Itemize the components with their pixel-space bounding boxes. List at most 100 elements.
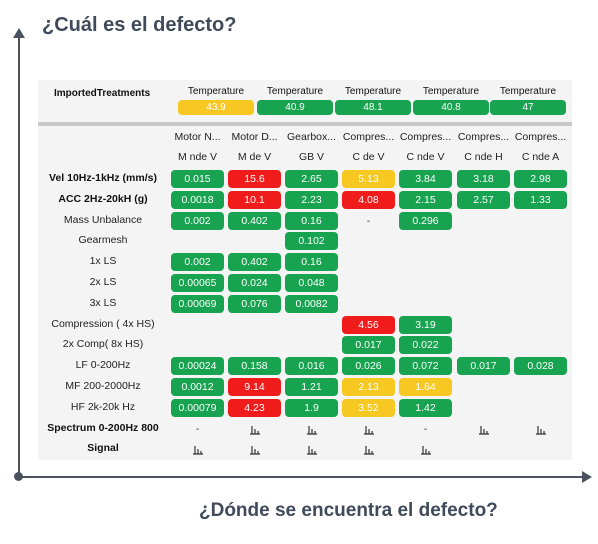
value-cell[interactable]: 1.64 — [399, 378, 452, 396]
value-cell[interactable]: 0.00069 — [171, 294, 224, 313]
spectrum-icon[interactable] — [285, 440, 338, 458]
temperature-label: Temperature — [422, 86, 480, 97]
value-cell[interactable]: 0.296 — [399, 211, 452, 230]
column-header-location[interactable]: C nde H — [464, 151, 503, 163]
value-cell[interactable]: 0.0018 — [171, 190, 224, 209]
value-cell[interactable]: 0.048 — [285, 274, 338, 292]
value-cell[interactable]: 0.022 — [399, 336, 452, 355]
value-cell[interactable]: 2.65 — [285, 170, 338, 188]
value-cell[interactable]: 0.072 — [399, 357, 452, 376]
y-axis-arrow — [13, 28, 25, 38]
value-cell[interactable]: 2.98 — [514, 170, 567, 188]
column-header-location[interactable]: C nde V — [406, 151, 445, 163]
value-cell[interactable]: 4.08 — [342, 190, 395, 209]
temperature-value-badge[interactable]: 40.8 — [413, 100, 489, 115]
temperature-label: Temperature — [499, 86, 557, 97]
row-label: Vel 10Hz-1kHz (mm/s) — [49, 172, 157, 184]
row-label: 2x LS — [89, 276, 117, 288]
value-cell[interactable]: 1.33 — [514, 190, 567, 209]
value-cell[interactable]: 0.076 — [228, 294, 281, 313]
value-cell[interactable]: 9.14 — [228, 378, 281, 396]
value-cell[interactable]: 3.52 — [342, 398, 395, 417]
value-cell[interactable]: 0.0082 — [285, 294, 338, 313]
column-header-asset[interactable]: Compres... — [342, 131, 395, 143]
value-cell[interactable]: 0.00079 — [171, 398, 224, 417]
spectrum-icon[interactable] — [399, 440, 452, 458]
temperature-label: Temperature — [344, 86, 402, 97]
column-header-location[interactable]: M nde V — [177, 151, 218, 163]
value-cell[interactable]: 0.00065 — [171, 274, 224, 292]
question-what-defect: ¿Cuál es el defecto? — [42, 14, 237, 36]
spectrum-icon[interactable] — [342, 440, 395, 458]
column-header-asset[interactable]: Compres... — [514, 131, 567, 143]
temperature-value-badge[interactable]: 48.1 — [335, 100, 411, 115]
value-cell[interactable]: 0.402 — [228, 253, 281, 272]
spectrum-icon[interactable] — [514, 420, 567, 438]
spectrum-icon[interactable] — [457, 420, 510, 438]
spectrum-icon[interactable] — [171, 440, 224, 458]
value-cell[interactable]: 10.1 — [228, 190, 281, 209]
row-label: Compression ( 4x HS) — [51, 317, 155, 330]
value-cell[interactable]: 0.402 — [228, 211, 281, 230]
value-cell[interactable]: 0.017 — [342, 336, 395, 355]
column-header-asset[interactable]: Motor D... — [231, 131, 278, 143]
value-cell[interactable]: 1.9 — [285, 398, 338, 417]
row-label: Spectrum 0-200Hz 800 — [47, 421, 159, 434]
value-cell[interactable]: 0.16 — [285, 211, 338, 230]
value-cell[interactable]: 2.57 — [457, 190, 510, 209]
value-cell[interactable]: 3.84 — [399, 170, 452, 188]
value-cell[interactable]: 0.002 — [171, 253, 224, 272]
value-cell[interactable]: 0.024 — [228, 274, 281, 292]
value-cell[interactable]: 1.21 — [285, 378, 338, 396]
value-cell[interactable]: 4.56 — [342, 315, 395, 334]
value-cell[interactable]: 0.015 — [171, 170, 224, 188]
value-cell[interactable]: 0.016 — [285, 357, 338, 376]
value-cell[interactable]: 0.16 — [285, 253, 338, 272]
value-cell[interactable]: 0.158 — [228, 357, 281, 376]
value-cell[interactable]: 3.19 — [399, 315, 452, 334]
spectrum-icon[interactable] — [228, 420, 281, 438]
value-cell[interactable]: 15.6 — [228, 170, 281, 188]
empty-value: - — [423, 422, 428, 435]
column-header-asset[interactable]: Gearbox... — [286, 131, 337, 143]
column-header-location[interactable]: GB V — [298, 151, 325, 163]
value-cell[interactable]: 0.017 — [457, 357, 510, 376]
row-label: LF 0-200Hz — [75, 359, 131, 372]
temperature-value-badge[interactable]: 47 — [490, 100, 566, 115]
spectrum-icon[interactable] — [285, 420, 338, 438]
row-label: 2x Comp( 8x HS) — [62, 338, 144, 351]
value-cell[interactable]: 2.13 — [342, 378, 395, 396]
column-header-location[interactable]: C de V — [352, 151, 385, 163]
column-header-location[interactable]: C nde A — [521, 151, 560, 163]
value-cell[interactable]: 5.13 — [342, 170, 395, 188]
row-label: 1x LS — [89, 255, 117, 268]
temperature-value-badge[interactable]: 40.9 — [257, 100, 333, 115]
y-axis-line — [18, 36, 20, 478]
value-cell[interactable]: 0.028 — [514, 357, 567, 376]
value-cell[interactable]: 3.18 — [457, 170, 510, 188]
value-cell[interactable]: 1.42 — [399, 398, 452, 417]
spectrum-icon[interactable] — [228, 440, 281, 458]
row-label: Signal — [87, 442, 119, 455]
empty-value: - — [366, 214, 371, 227]
column-header-location[interactable]: M de V — [237, 151, 272, 163]
value-cell[interactable]: 0.102 — [285, 232, 338, 251]
value-cell[interactable]: 0.0012 — [171, 378, 224, 396]
column-header-asset[interactable]: Compres... — [457, 131, 510, 143]
value-cell[interactable]: 2.15 — [399, 190, 452, 209]
row-label: ACC 2Hz-20kH (g) — [58, 192, 148, 205]
column-header-asset[interactable]: Motor N... — [174, 131, 221, 143]
temperature-column: Temperature 40.8 — [413, 86, 489, 115]
row-label: Mass Unbalance — [63, 213, 143, 226]
spectrum-icon[interactable] — [342, 420, 395, 438]
value-cell[interactable]: 0.002 — [171, 211, 224, 230]
value-cell[interactable]: 0.00024 — [171, 357, 224, 376]
imported-treatments-label: ImportedTreatments — [54, 88, 151, 99]
temperature-value-badge[interactable]: 43.9 — [178, 100, 254, 115]
column-header-asset[interactable]: Compres... — [399, 131, 452, 143]
value-cell[interactable]: 2.23 — [285, 190, 338, 209]
temperature-column: Temperature 47 — [490, 86, 566, 115]
row-label: 3x LS — [89, 296, 117, 309]
value-cell[interactable]: 4.23 — [228, 398, 281, 417]
value-cell[interactable]: 0.026 — [342, 357, 395, 376]
